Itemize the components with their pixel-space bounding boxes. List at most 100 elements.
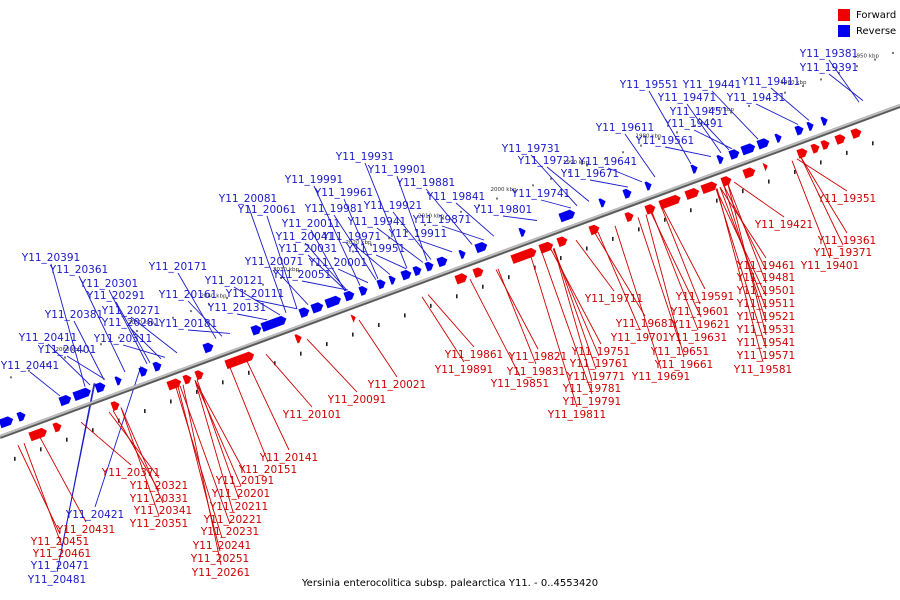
leader-line <box>723 185 767 323</box>
reverse-gene-arrow <box>820 116 828 126</box>
reverse-gene-arrow-shape <box>820 116 828 126</box>
reverse-swatch <box>838 25 850 37</box>
reverse-gene-arrow-shape <box>358 285 368 296</box>
legend: Forward Reverse <box>838 8 900 40</box>
scale-dot <box>820 78 822 81</box>
axis-dash <box>560 256 562 261</box>
axis-dash <box>144 409 146 414</box>
reverse-gene-arrow <box>716 155 724 165</box>
reverse-gene-label: Y11_20131 <box>207 302 266 314</box>
forward-gene-arrow-shape <box>700 181 718 195</box>
leader-line <box>39 437 87 523</box>
leader-line <box>307 254 347 292</box>
legend-item-forward: Forward <box>838 8 900 22</box>
forward-gene-label: Y11_20101 <box>282 409 341 421</box>
scale-dot <box>514 190 516 193</box>
scale-label: 1960 kbp <box>781 80 807 86</box>
reverse-gene-label: Y11_20081 <box>218 193 277 205</box>
leader-line <box>108 289 148 365</box>
forward-gene-label: Y11_19701 <box>610 332 669 344</box>
forward-gene-label: Y11_20241 <box>192 540 251 552</box>
reverse-gene-arrow-shape <box>728 149 740 160</box>
forward-gene-arrow <box>720 176 732 187</box>
leader-line <box>392 211 432 260</box>
leader-line <box>304 242 348 291</box>
reverse-gene-label: Y11_19911 <box>388 228 447 240</box>
scale-dot <box>586 164 588 167</box>
scale-dot <box>352 250 354 253</box>
forward-gene-arrow-shape <box>52 422 62 433</box>
reverse-gene-label: Y11_19901 <box>367 164 426 176</box>
legend-label-forward: Forward <box>856 9 897 21</box>
axis-dash <box>846 150 848 155</box>
leader-line <box>130 328 162 360</box>
scale-label: 1950 kbp <box>853 54 879 60</box>
forward-gene-arrow-shape <box>644 204 656 215</box>
leader-line <box>265 353 313 408</box>
leader-line <box>770 87 810 121</box>
reverse-gene-label: Y11_20051 <box>272 269 331 281</box>
axis-dash <box>872 141 874 146</box>
leader-line <box>550 249 602 345</box>
leader-line <box>662 207 706 290</box>
scale-dot <box>892 51 894 54</box>
forward-gene-label: Y11_19631 <box>668 332 727 344</box>
leader-line <box>73 320 105 380</box>
scale-dot <box>604 157 606 160</box>
reverse-gene-label: Y11_20361 <box>49 264 108 276</box>
reverse-gene-arrow-shape <box>72 387 91 402</box>
reverse-gene-label: Y11_19431 <box>726 92 785 104</box>
reverse-gene-label: Y11_20421 <box>65 509 124 521</box>
reverse-gene-label: Y11_20401 <box>37 344 96 356</box>
scale-dot <box>442 217 444 220</box>
reverse-gene-label: Y11_20061 <box>237 204 296 216</box>
forward-gene-label: Y11_20461 <box>32 548 91 560</box>
forward-gene-arrow-shape <box>820 140 830 150</box>
axis-line <box>0 104 900 437</box>
forward-gene-label: Y11_19581 <box>733 364 792 376</box>
reverse-gene-label: Y11_19721 <box>517 155 576 167</box>
forward-gene-arrow <box>820 140 830 150</box>
reverse-gene-arrow <box>598 198 606 208</box>
scale-dot <box>550 177 552 180</box>
leader-line <box>29 371 61 397</box>
scale-dot <box>496 197 498 200</box>
reverse-gene-arrow <box>298 307 310 318</box>
reverse-gene-arrow <box>644 181 652 191</box>
axis-dash <box>170 399 172 404</box>
scale-label: 2000 kbp <box>491 187 517 193</box>
reverse-gene-label: Y11_19611 <box>595 122 654 134</box>
reverse-gene-arrow <box>343 290 355 302</box>
forward-gene-label: Y11_19711 <box>584 293 643 305</box>
legend-item-reverse: Reverse <box>838 24 900 38</box>
reverse-gene-label: Y11_20291 <box>86 290 145 302</box>
forward-gene-arrow <box>224 351 255 370</box>
leader-line <box>47 343 91 386</box>
reverse-gene-arrow-shape <box>114 376 122 386</box>
leader-line <box>236 313 268 321</box>
reverse-gene-label: Y11_19941 <box>347 216 406 228</box>
leader-line <box>648 90 692 165</box>
reverse-gene-arrow-shape <box>458 249 466 260</box>
reverse-gene-label: Y11_19561 <box>635 135 694 147</box>
reverse-gene-label: Y11_19441 <box>682 79 741 91</box>
forward-gene-arrow <box>52 422 62 433</box>
scale-dot <box>208 303 210 306</box>
reverse-gene-label: Y11_19981 <box>304 203 363 215</box>
forward-gene-label: Y11_19681 <box>615 318 674 330</box>
forward-gene-label: Y11_20351 <box>129 518 188 530</box>
leader-line <box>828 59 860 103</box>
reverse-gene-arrow <box>250 325 262 336</box>
reverse-gene-arrow-shape <box>260 315 287 332</box>
leader-line <box>120 407 160 517</box>
scale-dot <box>622 151 624 154</box>
scale-dot <box>424 224 426 227</box>
forward-gene-arrow-shape <box>510 247 537 264</box>
leader-line <box>693 129 733 150</box>
leader-line <box>661 208 701 305</box>
reverse-gene-arrow <box>376 279 386 290</box>
scale-dot <box>172 316 174 319</box>
reverse-gene-arrow <box>518 227 526 237</box>
leader-line <box>351 242 391 275</box>
